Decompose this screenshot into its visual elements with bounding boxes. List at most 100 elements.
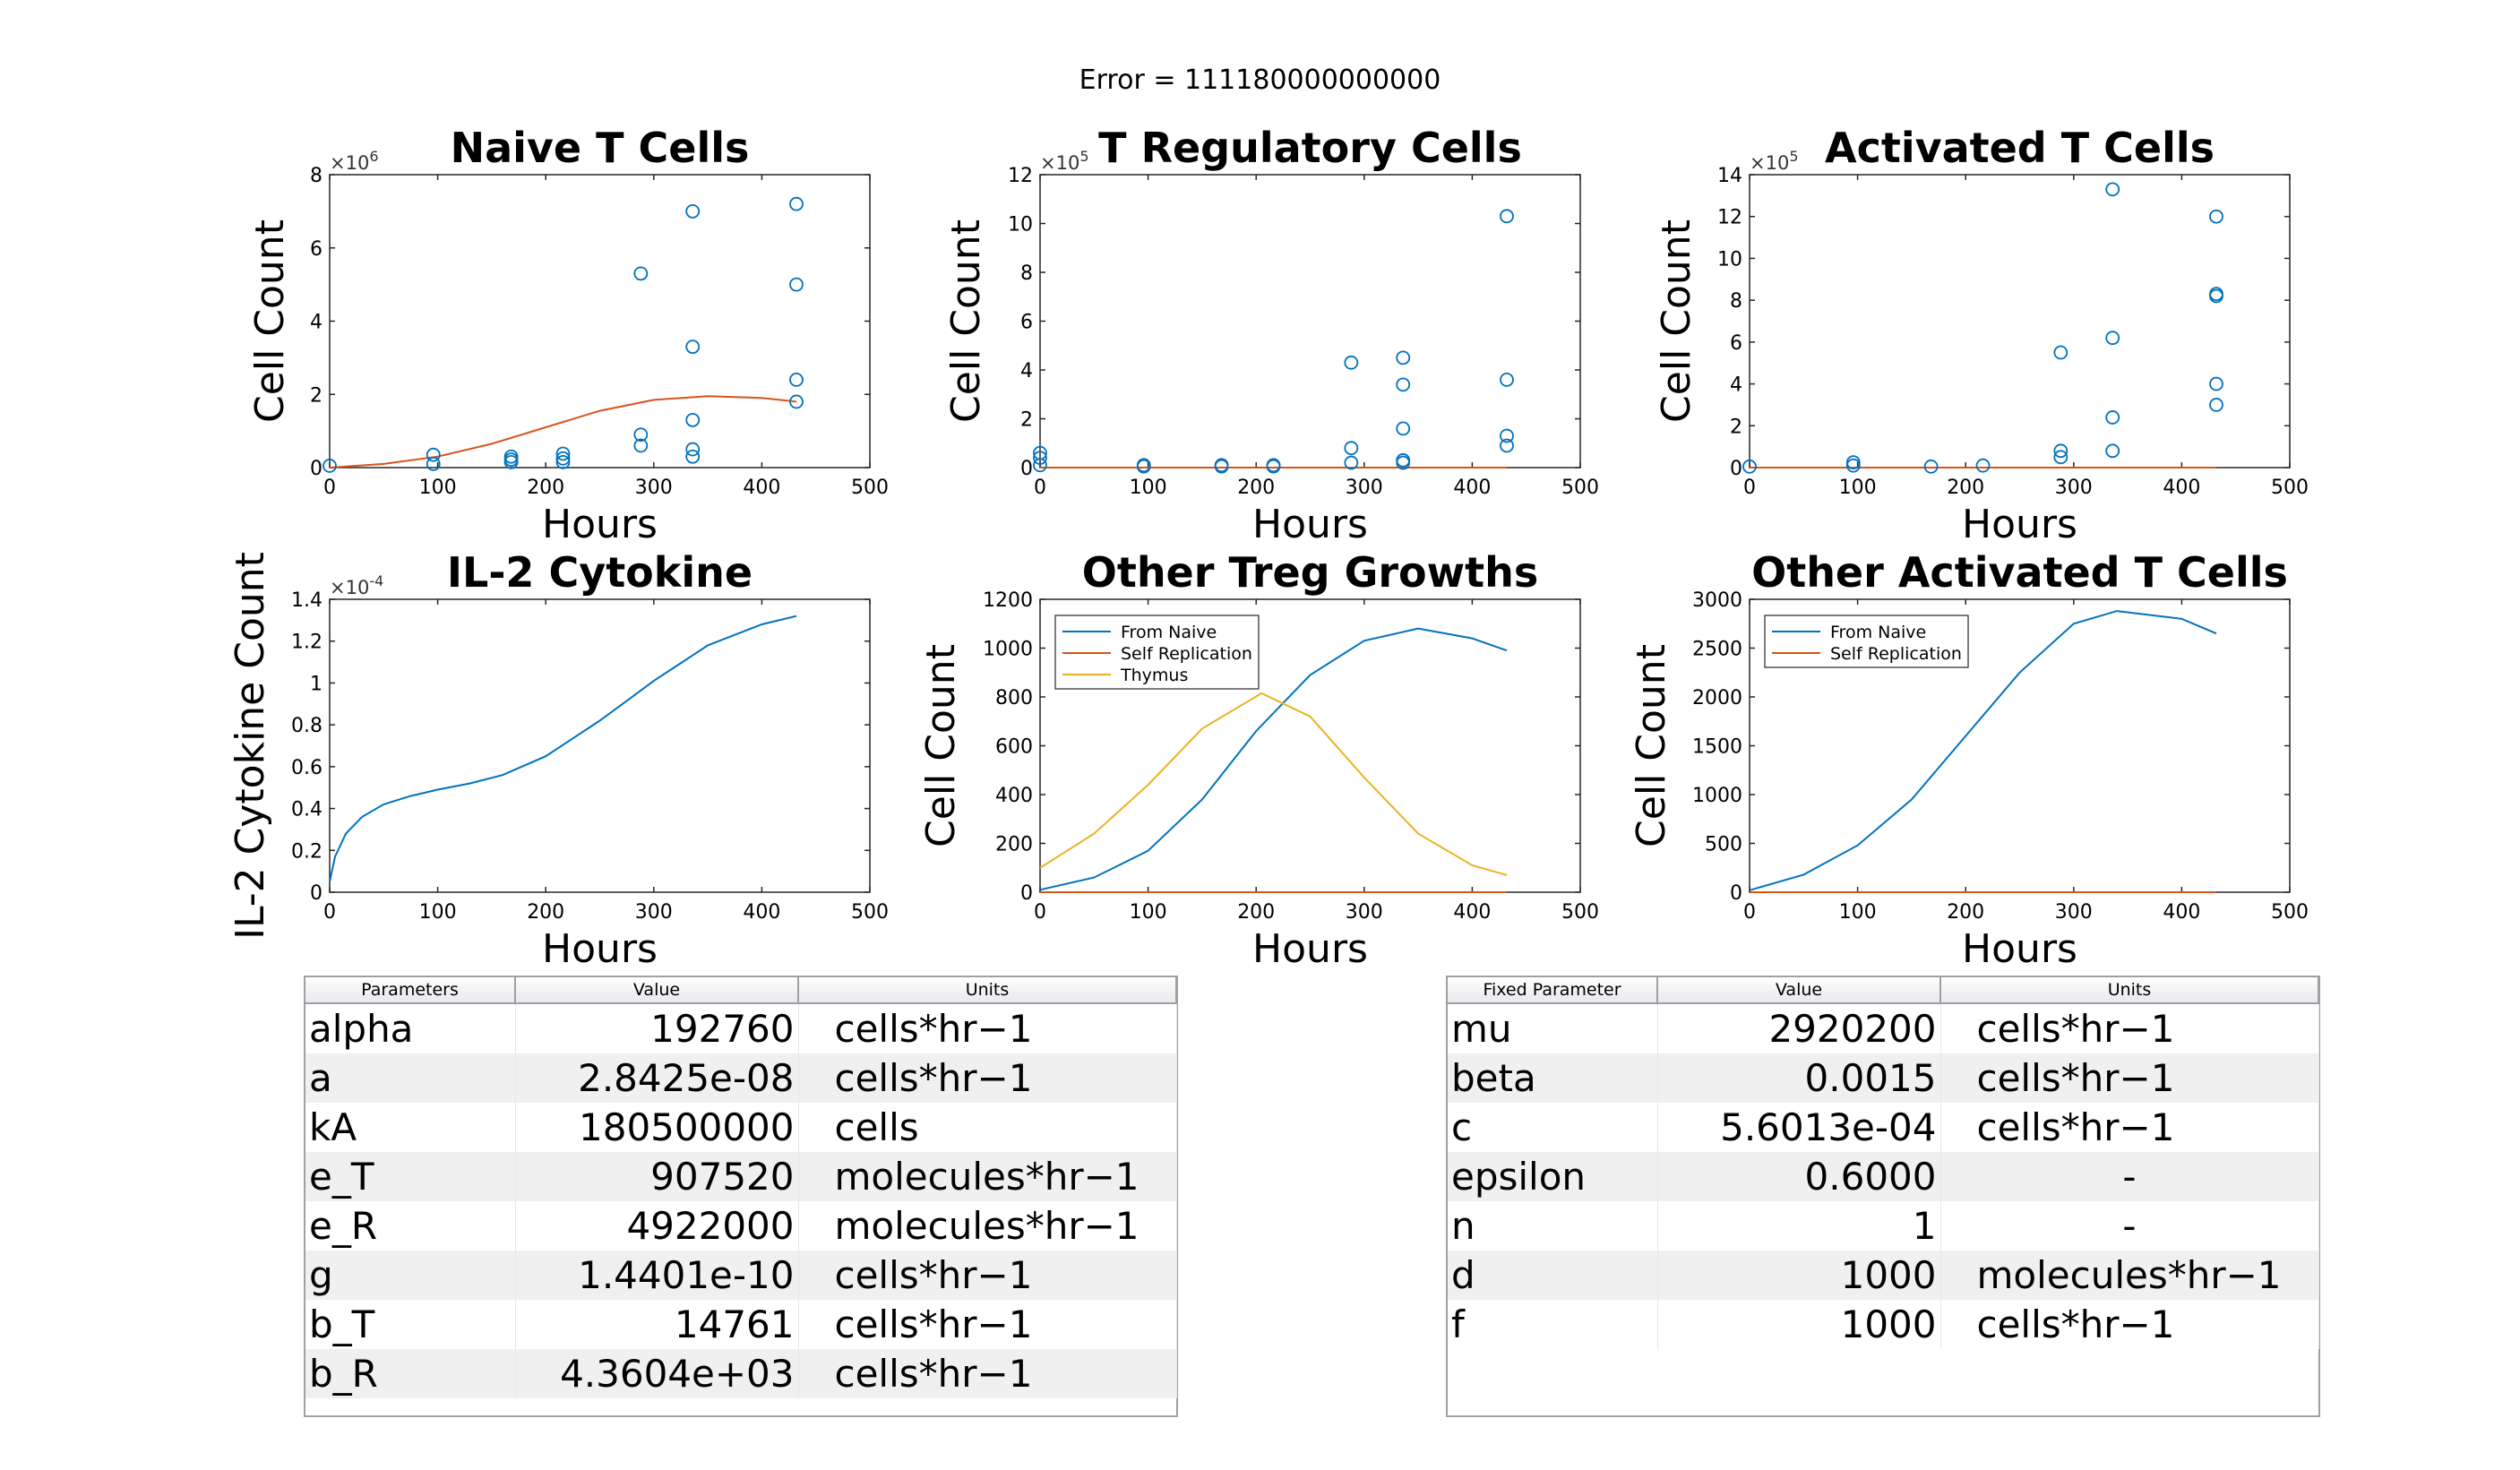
y-tick-label: 2500 [1692, 639, 1742, 661]
table-row[interactable]: g 1.4401e-10 cells*hr−1 [305, 1251, 1177, 1300]
column-header-fixed-parameter[interactable]: Fixed Parameter [1448, 977, 1658, 1004]
param-units-cell[interactable]: - [1940, 1152, 2319, 1201]
param-units-cell[interactable]: cells*hr−1 [798, 1053, 1177, 1103]
series-line-0 [329, 615, 797, 882]
param-value-cell[interactable]: 2.8425e-08 [515, 1053, 799, 1103]
table-row[interactable]: e_R 4922000 molecules*hr−1 [305, 1201, 1177, 1251]
param-units-cell[interactable]: cells*hr−1 [1940, 1103, 2319, 1152]
data-point [1266, 459, 1281, 474]
table-row[interactable]: mu 2920200 cells*hr−1 [1448, 1003, 2319, 1053]
param-name-cell[interactable]: d [1448, 1251, 1658, 1300]
table-row[interactable]: alpha 192760 cells*hr−1 [305, 1003, 1177, 1053]
param-value-cell[interactable]: 2920200 [1657, 1003, 1941, 1053]
table-row[interactable]: f 1000 cells*hr−1 [1448, 1300, 2319, 1349]
param-value-cell[interactable]: 5.6013e-04 [1657, 1103, 1941, 1152]
y-tick-label: 4 [310, 312, 323, 334]
data-point [633, 438, 649, 453]
param-value-cell[interactable]: 1000 [1657, 1251, 1941, 1300]
param-name-cell[interactable]: e_T [305, 1152, 516, 1201]
param-name-cell[interactable]: kA [305, 1103, 516, 1152]
column-header-units[interactable]: Units [1940, 977, 2319, 1004]
table-row[interactable]: b_R 4.3604e+03 cells*hr−1 [305, 1349, 1177, 1398]
param-units-cell[interactable]: cells*hr−1 [798, 1003, 1177, 1053]
axis-exponent: ×105 [1750, 148, 1799, 174]
param-units-cell[interactable]: cells*hr−1 [798, 1251, 1177, 1300]
y-tick-label: 1200 [983, 589, 1033, 612]
param-value-cell[interactable]: 907520 [515, 1152, 799, 1201]
x-tick-label: 100 [1130, 477, 1167, 499]
table-row[interactable]: a 2.8425e-08 cells*hr−1 [305, 1053, 1177, 1103]
param-units-cell[interactable]: molecules*hr−1 [798, 1201, 1177, 1251]
column-header-value[interactable]: Value [515, 977, 799, 1004]
param-value-cell[interactable]: 180500000 [515, 1103, 799, 1152]
series-line-2 [1039, 692, 1508, 876]
param-name-cell[interactable]: f [1448, 1300, 1658, 1349]
y-tick-label: 0.6 [291, 757, 323, 779]
data-point [2105, 443, 2120, 459]
table-row[interactable]: beta 0.0015 cells*hr−1 [1448, 1053, 2319, 1103]
data-point [2053, 450, 2068, 465]
table-row[interactable]: b_T 14761 cells*hr−1 [305, 1300, 1177, 1349]
param-units-cell[interactable]: cells [798, 1103, 1177, 1152]
y-tick-label: 400 [995, 785, 1033, 807]
column-header-units[interactable]: Units [798, 977, 1177, 1004]
param-name-cell[interactable]: beta [1448, 1053, 1658, 1103]
chart-title: Naive T Cells [451, 124, 750, 172]
param-name-cell[interactable]: c [1448, 1103, 1658, 1152]
param-name-cell[interactable]: alpha [305, 1003, 516, 1053]
param-units-cell[interactable]: cells*hr−1 [1940, 1300, 2319, 1349]
param-units-cell[interactable]: cells*hr−1 [1940, 1003, 2319, 1053]
param-name-cell[interactable]: n [1448, 1201, 1658, 1251]
param-value-cell[interactable]: 0.0015 [1657, 1053, 1941, 1103]
param-value-cell[interactable]: 14761 [515, 1300, 799, 1349]
y-tick-label: 14 [1717, 165, 1742, 187]
param-value-cell[interactable]: 192760 [515, 1003, 799, 1053]
x-tick-label: 500 [851, 477, 889, 499]
data-point [2053, 443, 2068, 459]
param-value-cell[interactable]: 1.4401e-10 [515, 1251, 799, 1300]
param-value-cell[interactable]: 0.6000 [1657, 1152, 1941, 1201]
data-point [633, 427, 649, 443]
param-units-cell[interactable]: cells*hr−1 [1940, 1053, 2319, 1103]
param-name-cell[interactable]: mu [1448, 1003, 1658, 1053]
parameters-table[interactable]: Parameters Value Units alpha 192760 cells*… [304, 976, 1178, 1417]
param-name-cell[interactable]: a [305, 1053, 516, 1103]
param-units-cell[interactable]: cells*hr−1 [798, 1349, 1177, 1398]
data-point [685, 442, 701, 457]
data-point [789, 372, 804, 387]
y-tick-label: 0 [310, 458, 323, 480]
param-value-cell[interactable]: 1000 [1657, 1300, 1941, 1349]
data-point [503, 454, 519, 469]
table-row[interactable]: epsilon 0.6000- [1448, 1152, 2319, 1201]
param-units-cell[interactable]: molecules*hr−1 [798, 1152, 1177, 1201]
param-units-cell[interactable]: - [1940, 1201, 2319, 1251]
y-axis-label: Cell Count [1629, 644, 1674, 847]
x-tick-label: 400 [743, 901, 780, 924]
param-units-cell[interactable]: cells*hr−1 [798, 1300, 1177, 1349]
param-name-cell[interactable]: g [305, 1251, 516, 1300]
fixed-parameters-table[interactable]: Fixed Parameter Value Units mu 2920200 cel… [1446, 976, 2320, 1417]
y-tick-label: 1.2 [291, 632, 323, 654]
data-point [2209, 209, 2223, 224]
param-units-cell[interactable]: molecules*hr−1 [1940, 1251, 2319, 1300]
legend-entry: Thymus [1120, 666, 1188, 685]
param-name-cell[interactable]: epsilon [1448, 1152, 1658, 1201]
param-value-cell[interactable]: 4.3604e+03 [515, 1349, 799, 1398]
param-name-cell[interactable]: e_R [305, 1201, 516, 1251]
param-name-cell[interactable]: b_T [305, 1300, 516, 1349]
table-row[interactable]: e_T 907520 molecules*hr−1 [305, 1152, 1177, 1201]
table-row[interactable]: d 1000 molecules*hr−1 [1448, 1251, 2319, 1300]
data-point [685, 412, 701, 427]
column-header-value[interactable]: Value [1657, 977, 1941, 1004]
column-header-parameters[interactable]: Parameters [305, 977, 516, 1004]
y-tick-label: 1000 [983, 639, 1033, 661]
x-tick-label: 300 [635, 901, 673, 924]
param-name-cell[interactable]: b_R [305, 1349, 516, 1398]
param-value-cell[interactable]: 1 [1657, 1201, 1941, 1251]
table-row[interactable]: kA 180500000 cells [305, 1103, 1177, 1152]
param-value-cell[interactable]: 4922000 [515, 1201, 799, 1251]
data-point [555, 454, 571, 469]
chart-title: Other Treg Growths [1082, 548, 1539, 597]
table-row[interactable]: c 5.6013e-04 cells*hr−1 [1448, 1103, 2319, 1152]
